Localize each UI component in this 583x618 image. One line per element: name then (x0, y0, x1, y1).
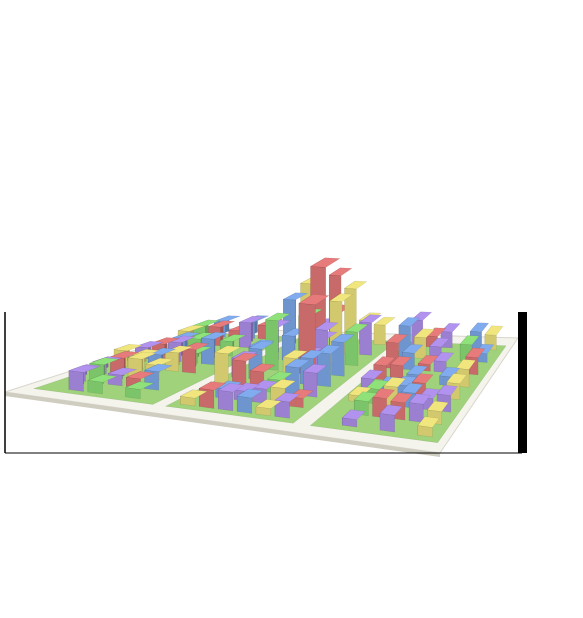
building-front (68, 370, 84, 392)
building-roof (433, 351, 455, 362)
building-roof (455, 359, 477, 370)
building-roof (390, 392, 414, 404)
building-roof (302, 363, 328, 374)
building-roof (428, 337, 450, 348)
building-roof (135, 340, 164, 348)
building-roof (236, 388, 264, 399)
building-roof (413, 328, 436, 338)
building-roof (343, 280, 368, 290)
building-roof (359, 314, 383, 324)
building-roof (426, 400, 449, 412)
building-roof (124, 381, 155, 390)
building-roof (107, 367, 137, 376)
building-roof (198, 381, 227, 391)
building-roof (459, 335, 480, 346)
building-roof (379, 404, 403, 416)
building-roof (282, 292, 309, 301)
building-roof (213, 345, 242, 355)
building-roof (231, 352, 259, 362)
building-roof (249, 363, 276, 373)
building-roof (417, 354, 439, 365)
building-roof (314, 321, 339, 331)
building-roof (89, 357, 119, 366)
ground-edge (5, 392, 440, 457)
building-roof (284, 358, 311, 369)
building-roof (128, 351, 157, 360)
building-roof (125, 371, 156, 380)
building-roof (87, 374, 118, 383)
building-roof (165, 345, 193, 354)
building-roof (145, 357, 175, 366)
building-roof (148, 347, 176, 356)
building-front (201, 337, 215, 366)
building-front (373, 324, 386, 345)
building-roof (282, 349, 309, 359)
building-roof (360, 369, 384, 380)
building-roof (417, 416, 440, 428)
building-roof (270, 379, 297, 389)
building-front (182, 348, 196, 374)
building-roof (329, 293, 354, 303)
building-roof (113, 343, 143, 352)
building-roof (465, 347, 486, 358)
building-roof (347, 386, 372, 397)
building-roof (401, 343, 424, 354)
building-roof (411, 373, 434, 384)
building-roof (398, 317, 421, 327)
building-roof (68, 364, 99, 373)
building-roof (267, 371, 294, 381)
building-front (379, 413, 395, 433)
building-roof (143, 363, 174, 373)
building-roof (406, 365, 429, 376)
building-roof (330, 333, 355, 343)
building-roof (341, 409, 366, 420)
building-roof (309, 257, 341, 268)
building-roof (353, 391, 378, 402)
building-roof (373, 356, 396, 366)
building-roof (373, 316, 397, 326)
building-front (236, 395, 253, 414)
building-roof (440, 322, 461, 333)
building-roof (385, 333, 409, 344)
building-roof (408, 393, 431, 405)
building-roof (177, 325, 206, 332)
building-roof (255, 399, 282, 409)
building-roof (168, 335, 196, 343)
building-roof (208, 320, 235, 328)
buildings (33, 257, 507, 443)
building-roof (439, 366, 461, 378)
building-roof (371, 388, 396, 399)
building-roof (217, 382, 245, 393)
building-roof (298, 294, 330, 306)
building-roof (251, 380, 279, 390)
building-roof (401, 382, 424, 394)
building-roof (328, 267, 353, 276)
building-roof (484, 325, 504, 336)
building-roof (345, 323, 369, 333)
building-roof (239, 315, 265, 324)
building-front (217, 389, 234, 412)
building-roof (179, 389, 208, 399)
building-roof (436, 384, 458, 396)
frame-right (518, 312, 527, 453)
building-roof (264, 312, 291, 322)
building-roof (383, 376, 407, 388)
building-roof (220, 334, 247, 342)
building-roof (469, 322, 490, 333)
building-front (87, 380, 103, 395)
building-roof (274, 392, 301, 403)
building-roof (248, 340, 275, 350)
building-front (408, 402, 424, 423)
building-roof (299, 349, 325, 359)
building-roof (365, 379, 389, 390)
building-roof (201, 331, 229, 340)
building-roof (446, 373, 467, 385)
building-roof (389, 356, 412, 366)
